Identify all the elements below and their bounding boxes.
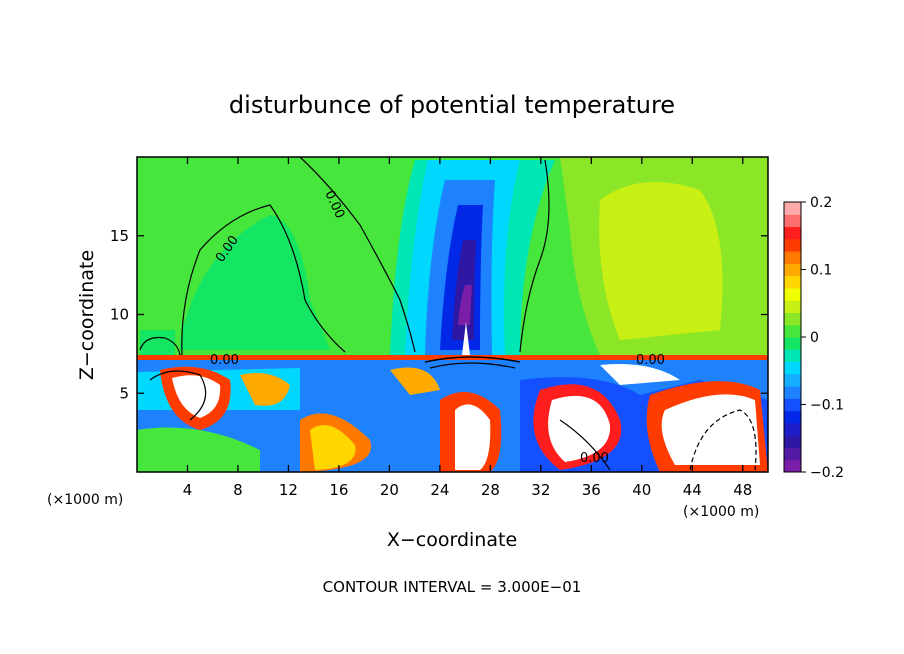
- upper-positive-core: [599, 182, 723, 340]
- x-tick-label: 8: [233, 481, 243, 499]
- colorbar-tick-label: −0.1: [810, 398, 844, 414]
- contour-interval-note: CONTOUR INTERVAL = 3.000E−01: [323, 578, 582, 596]
- contour-label: 0.00: [210, 353, 239, 368]
- x-tick-label: 48: [733, 481, 752, 499]
- colorbar-segment: [784, 386, 801, 399]
- colorbar-segment: [784, 361, 801, 375]
- cold-column-tip: [462, 322, 470, 355]
- colorbar-segment: [784, 251, 801, 264]
- colorbar-tick-label: −0.2: [810, 465, 844, 481]
- x-tick-label: 20: [380, 481, 399, 499]
- colorbar-segment: [784, 312, 801, 326]
- x-tick-label: 36: [582, 481, 601, 499]
- x-tick-label: 4: [183, 481, 193, 499]
- colorbar-segment: [784, 410, 801, 424]
- colorbar-segment: [784, 435, 801, 448]
- colorbar-segment: [784, 202, 801, 215]
- colorbar-tick-label: 0.1: [810, 263, 832, 279]
- upper-weak-region-2: [140, 330, 175, 355]
- x-axis-label: X−coordinate: [387, 529, 517, 551]
- y-axis: 5 10 15: [110, 227, 768, 402]
- x-unit-label: (×1000 m): [683, 504, 759, 520]
- colorbar-segment: [784, 349, 801, 363]
- y-tick-label: 15: [110, 227, 129, 245]
- colorbar-segment: [784, 398, 801, 412]
- x-tick-label: 32: [531, 481, 550, 499]
- contour-label: 0.00: [580, 451, 609, 466]
- z-unit-label: (×1000 m): [47, 492, 123, 508]
- colorbar-segment: [784, 422, 801, 436]
- colorbar-segment: [784, 226, 801, 240]
- y-tick-label: 10: [110, 306, 129, 324]
- colorbar-segment: [784, 459, 801, 473]
- cold-column-min: [458, 285, 472, 325]
- x-tick-label: 44: [683, 481, 702, 499]
- colorbar-segment: [784, 275, 801, 289]
- contour-label: 0.00: [636, 353, 665, 368]
- x-tick-label: 24: [430, 481, 449, 499]
- x-axis: 4 8 12 16 20 24 28 32 36 40 44 48: [183, 157, 752, 499]
- heatmap-field: [137, 157, 768, 472]
- colorbar-segment: [784, 447, 801, 461]
- colorbar-segment: [784, 263, 801, 277]
- colorbar-segment: [784, 373, 801, 387]
- colorbar-segment: [784, 324, 801, 338]
- colorbar: [784, 202, 801, 473]
- colorbar-segment: [784, 214, 801, 228]
- colorbar-ticks: 0.2 0.1 0 −0.1 −0.2: [801, 195, 844, 481]
- chart-title: disturbunce of potential temperature: [229, 91, 675, 119]
- x-tick-label: 28: [481, 481, 500, 499]
- y-tick-label: 5: [119, 384, 129, 402]
- colorbar-tick-label: 0: [810, 330, 819, 346]
- y-axis-label: Z−coordinate: [76, 250, 98, 380]
- colorbar-segment: [784, 287, 801, 301]
- x-tick-label: 16: [329, 481, 348, 499]
- colorbar-tick-label: 0.2: [810, 195, 832, 211]
- x-tick-label: 40: [632, 481, 651, 499]
- x-tick-label: 12: [279, 481, 298, 499]
- colorbar-segment: [784, 337, 801, 350]
- colorbar-segment: [784, 300, 801, 313]
- colorbar-segment: [784, 238, 801, 252]
